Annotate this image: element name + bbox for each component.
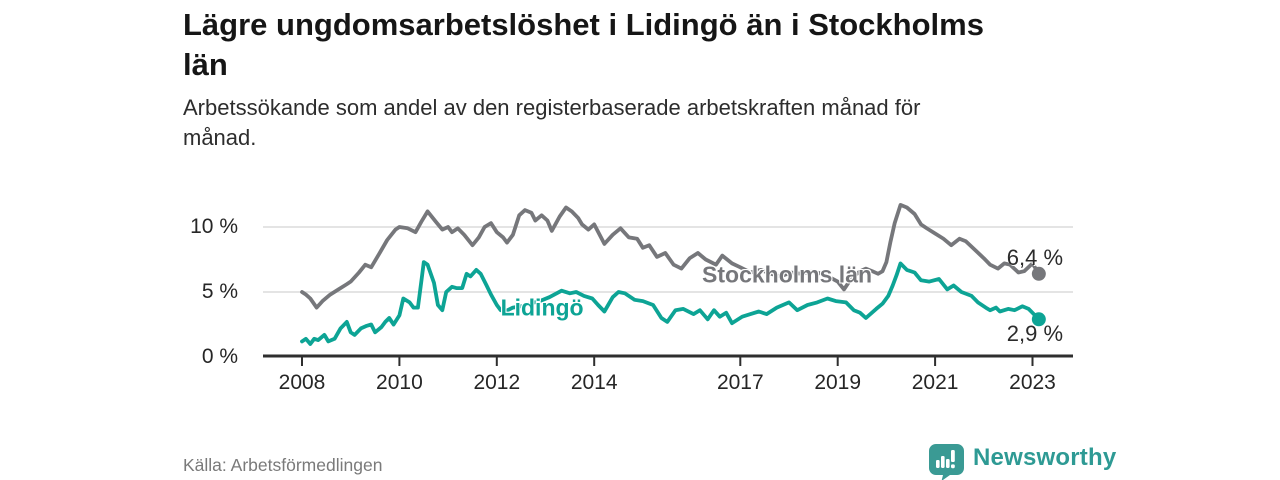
end-dot-liding- <box>1031 312 1046 327</box>
x-axis-label-2023: 2023 <box>1009 371 1056 394</box>
logo-exclamation-bar <box>951 449 955 462</box>
page-subtitle: Arbetssökande som andel av den registerb… <box>183 93 1083 153</box>
x-axis-label-2017: 2017 <box>716 371 764 394</box>
value-label-liding-: 2,9 % <box>1006 320 1064 346</box>
y-axis-label-10: 10 % <box>190 215 238 238</box>
x-axis-label-2008: 2008 <box>278 371 326 394</box>
page-title-line1: Lägre ungdomsarbetslöshet i Lidingö än i… <box>183 7 984 42</box>
page-subtitle-line2: månad. <box>183 125 257 150</box>
end-dot-stockholms-l-n <box>1031 266 1046 281</box>
logo-bar-3 <box>946 458 950 468</box>
logo-bar-2 <box>941 455 945 468</box>
page-subtitle-line1: Arbetssökande som andel av den registerb… <box>183 95 921 120</box>
y-axis-label-0: 0 % <box>201 345 238 368</box>
newsworthy-logo: Newsworthy <box>928 443 1116 480</box>
series-label-liding-: Lidingö <box>500 294 584 321</box>
source-note: Källa: Arbetsförmedlingen <box>183 455 383 475</box>
value-label-stockholms-l-n: 6,4 % <box>1006 244 1064 270</box>
y-axis-label-5: 5 % <box>201 280 238 303</box>
newsworthy-logo-icon <box>929 443 964 480</box>
logo-exclamation-dot <box>951 463 955 468</box>
series-line-liding- <box>300 260 1041 346</box>
page-title: Lägre ungdomsarbetslöshet i Lidingö än i… <box>183 5 1183 85</box>
series-line-stockholms-l-n <box>300 202 1041 310</box>
x-axis-label-2012: 2012 <box>473 371 521 394</box>
x-axis-label-2021: 2021 <box>911 371 959 394</box>
series-label-stockholms-l-n: Stockholms län <box>702 261 873 288</box>
page-title-line2: län <box>183 47 228 82</box>
x-axis-label-2010: 2010 <box>376 371 423 394</box>
brand-wordmark: Newsworthy <box>973 444 1117 471</box>
x-axis-label-2014: 2014 <box>570 371 618 394</box>
x-axis-label-2019: 2019 <box>814 371 862 394</box>
logo-bar-1 <box>936 459 940 468</box>
